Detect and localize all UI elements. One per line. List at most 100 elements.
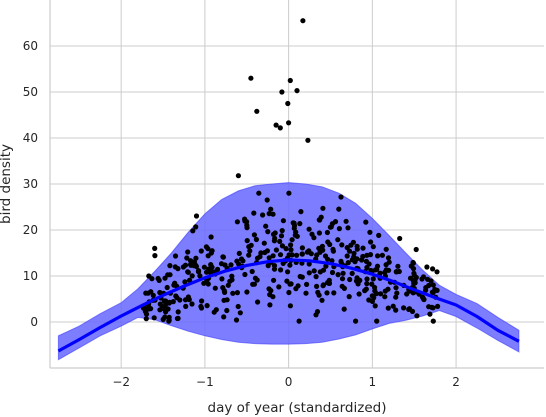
data-point [339,276,346,282]
data-point [293,286,299,292]
data-point [372,303,378,309]
data-point [336,206,342,212]
data-point [346,248,353,254]
data-point [246,252,252,258]
data-point [151,315,157,321]
data-point [289,237,295,243]
data-point [185,249,191,255]
data-point [292,232,298,238]
data-point [323,263,329,269]
data-point [338,194,344,200]
data-point [236,261,242,267]
data-point [208,234,214,240]
data-point [173,293,179,299]
data-point [349,270,355,276]
data-point [273,122,279,128]
data-point [234,290,240,296]
data-point [305,137,311,143]
data-point [254,255,261,261]
data-point [273,247,279,253]
data-point [164,284,170,291]
data-point [420,274,427,280]
data-point [175,309,181,315]
data-point [359,257,365,263]
data-point [183,303,189,309]
data-point [377,270,383,276]
data-point [317,269,323,275]
data-point [299,245,305,251]
data-point [328,224,334,230]
data-point [184,255,190,261]
data-point [277,238,283,244]
data-point [331,290,337,296]
data-point [152,245,158,251]
data-point [291,225,297,231]
data-point [204,303,210,309]
data-point [143,311,150,317]
data-point [286,289,292,296]
data-point [271,263,278,269]
data-point [215,266,221,272]
data-point [311,235,317,241]
data-point [172,253,179,259]
data-point [256,190,262,196]
data-point [262,249,268,256]
data-point [165,306,171,312]
data-point [277,125,283,131]
data-point [294,88,300,94]
data-point [344,253,350,259]
data-point [313,312,319,318]
data-point [360,245,366,251]
data-point [329,269,336,276]
data-point [370,276,376,282]
data-point [155,275,161,282]
data-point [288,281,294,287]
data-point [347,276,353,283]
data-point [297,221,303,227]
data-point [303,290,309,296]
data-point [193,213,200,219]
data-point [161,306,167,312]
data-point [188,258,194,264]
data-point [246,244,252,250]
x-tick-label: 2 [452,375,460,389]
data-point [189,273,195,279]
data-point [324,290,330,296]
data-point [345,225,351,231]
data-point [345,260,351,266]
data-point [160,316,166,322]
data-point [411,270,417,276]
axes-frame [49,0,544,369]
data-point [369,298,375,304]
data-point [180,264,186,270]
y-tick-label: 0 [30,315,38,329]
data-point [237,310,243,316]
data-point [339,242,345,248]
data-point [393,269,400,275]
data-point [413,246,419,253]
data-point [430,282,436,288]
data-point [385,286,391,292]
data-point [227,278,233,284]
data-point [379,252,385,258]
data-point [279,243,285,249]
data-point [175,315,181,321]
data-point [393,294,399,300]
data-point [242,271,248,278]
data-point [324,229,330,236]
data-point [279,228,285,234]
data-point [249,268,255,275]
data-point [429,289,435,295]
data-point [428,278,434,284]
y-tick-label: 40 [23,131,38,145]
data-point [354,243,360,249]
data-point [350,239,356,245]
data-point [368,239,374,245]
data-point [394,290,400,296]
data-point [373,291,379,297]
data-point [172,264,178,270]
data-point [251,210,257,216]
data-point [424,264,430,270]
data-point [267,302,273,308]
